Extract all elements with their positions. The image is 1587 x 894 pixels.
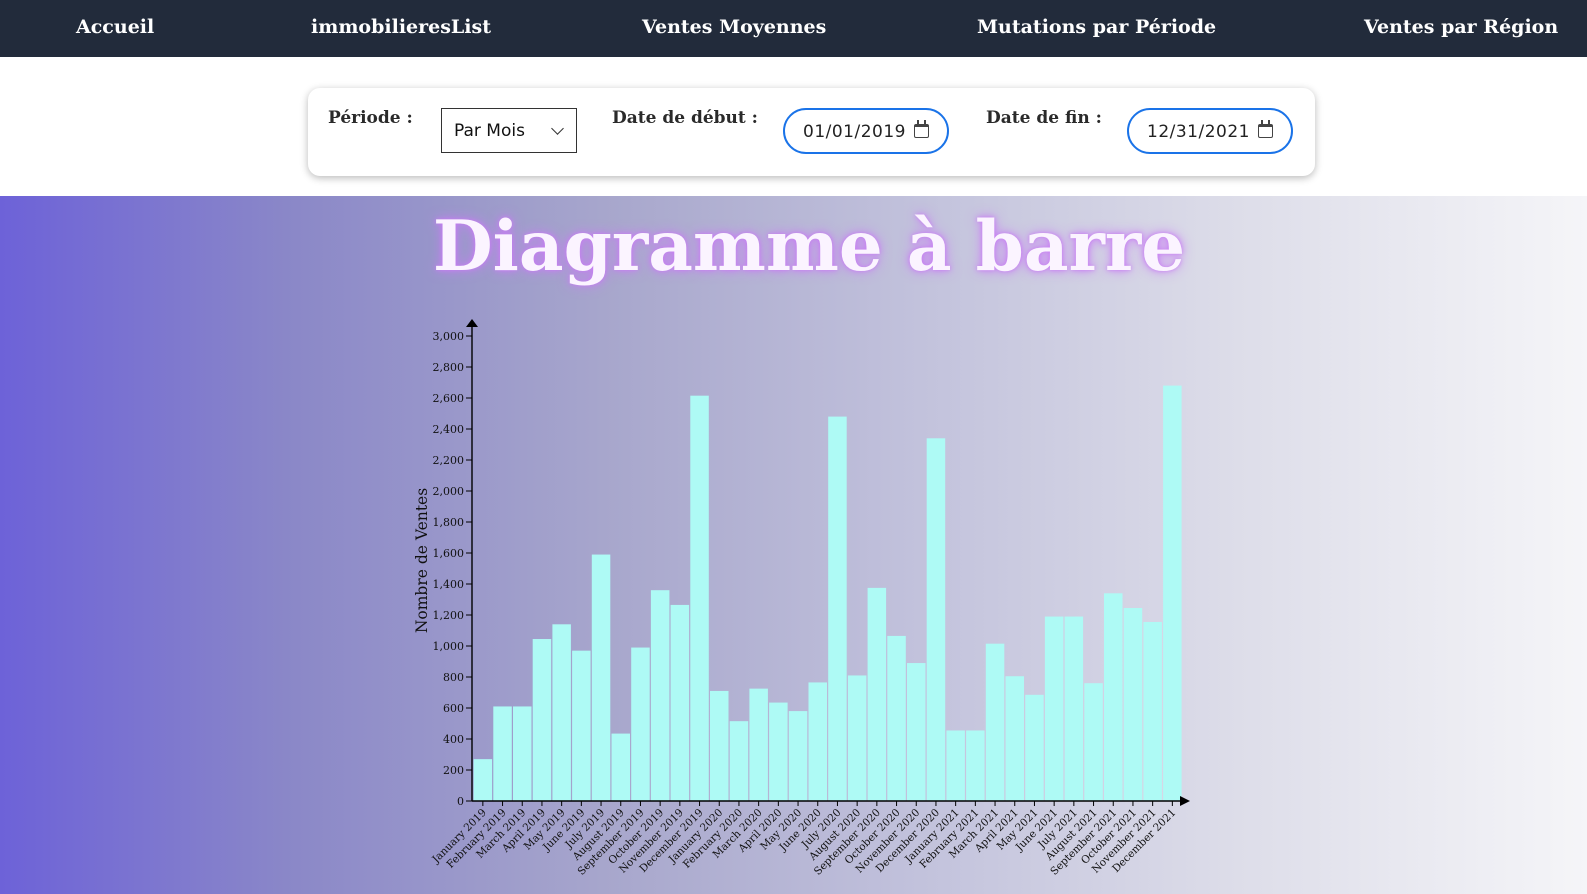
y-tick-label: 1,400 — [433, 578, 465, 591]
y-tick-label: 0 — [457, 795, 464, 808]
nav-immobilieres-list[interactable]: immobilieresList — [311, 16, 491, 38]
period-label: Période : — [328, 108, 413, 128]
bar — [1044, 616, 1064, 801]
y-tick-label: 1,000 — [433, 640, 465, 653]
bar — [828, 416, 847, 801]
bar — [946, 730, 965, 802]
bar — [769, 702, 788, 801]
bar — [493, 706, 512, 801]
y-axis-arrow — [466, 319, 478, 327]
period-select-value: Par Mois — [454, 121, 525, 141]
y-tick-label: 600 — [443, 702, 464, 715]
calendar-icon[interactable] — [914, 120, 929, 138]
y-axis-label: Nombre de Ventes — [413, 488, 431, 633]
bar — [552, 624, 571, 801]
period-select[interactable]: Par Mois — [441, 108, 577, 153]
filter-panel: Période : Par Mois Date de début : 01/01… — [308, 88, 1315, 176]
bar — [1084, 683, 1103, 801]
bar — [867, 587, 887, 802]
bar — [788, 711, 808, 801]
y-tick-label: 400 — [443, 733, 464, 746]
bar — [729, 721, 749, 801]
bar — [887, 635, 906, 801]
chart-title: Diagramme à barre — [432, 206, 1186, 287]
bar — [1104, 593, 1123, 801]
y-tick-label: 1,200 — [433, 609, 465, 622]
chart-section: Diagramme à barre 0 200 400 600 800 1,000 1,20… — [0, 196, 1587, 894]
bar — [985, 643, 1005, 801]
start-date-label: Date de début : — [612, 108, 758, 128]
bar — [926, 438, 946, 801]
bar — [572, 650, 591, 801]
y-tick-label: 2,600 — [433, 392, 465, 405]
bar — [907, 663, 926, 801]
y-tick-label: 3,000 — [433, 330, 465, 343]
bar — [532, 639, 552, 801]
end-date-value: 12/31/2021 — [1147, 122, 1250, 142]
bar — [749, 688, 768, 802]
end-date-label: Date de fin : — [986, 108, 1102, 128]
nav-accueil[interactable]: Accueil — [76, 16, 155, 38]
bar — [473, 759, 493, 801]
bar — [710, 690, 729, 801]
y-tick-label: 2,400 — [433, 423, 465, 436]
bar — [1163, 385, 1182, 801]
y-tick-label: 2,200 — [433, 454, 465, 467]
bar — [591, 554, 611, 801]
bar — [1123, 608, 1143, 801]
bar — [690, 395, 709, 801]
bar — [513, 706, 532, 801]
bar — [670, 604, 690, 801]
bar — [966, 730, 985, 802]
chevron-down-icon — [551, 122, 564, 135]
y-tick-label: 1,600 — [433, 547, 465, 560]
calendar-icon[interactable] — [1258, 120, 1273, 138]
start-date-value: 01/01/2019 — [803, 122, 906, 142]
bar — [1064, 616, 1084, 801]
end-date-input[interactable]: 12/31/2021 — [1127, 108, 1293, 154]
top-navbar: Accueil immobilieresList Ventes Moyennes… — [0, 0, 1587, 57]
bar — [847, 675, 867, 801]
bar — [650, 590, 670, 801]
bar — [1005, 676, 1024, 802]
bar — [631, 647, 650, 801]
bar — [1025, 694, 1044, 801]
y-tick-label: 200 — [443, 764, 464, 777]
bar — [808, 682, 827, 802]
x-axis-arrow — [1180, 796, 1190, 806]
y-tick-label: 2,800 — [433, 361, 465, 374]
nav-mutations-periode[interactable]: Mutations par Période — [977, 16, 1217, 38]
start-date-input[interactable]: 01/01/2019 — [783, 108, 949, 154]
y-tick-label: 1,800 — [433, 516, 465, 529]
nav-ventes-region[interactable]: Ventes par Région — [1364, 16, 1559, 38]
bar — [1143, 621, 1162, 802]
bar — [611, 733, 630, 801]
y-tick-label: 800 — [443, 671, 464, 684]
bar-chart: 0 200 400 600 800 1,000 1,200 1,400 1,600 1,800 2,… — [413, 319, 1190, 878]
nav-ventes-moyennes[interactable]: Ventes Moyennes — [642, 16, 827, 38]
y-tick-label: 2,000 — [433, 485, 465, 498]
